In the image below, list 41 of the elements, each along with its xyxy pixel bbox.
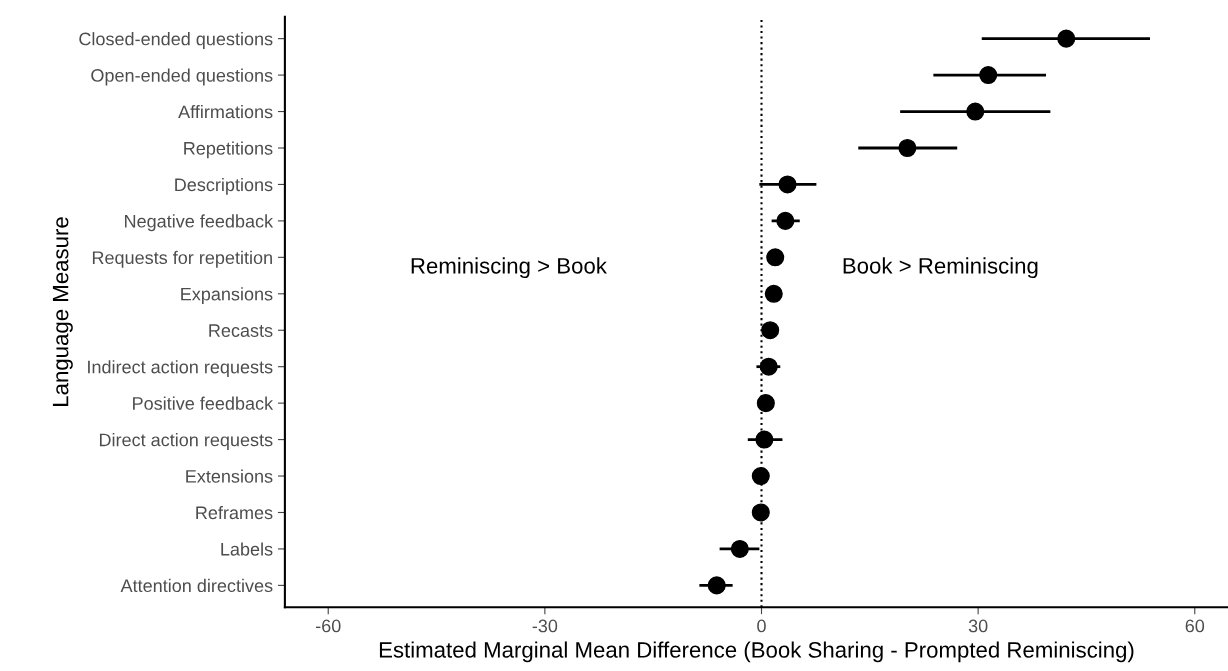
point: [751, 467, 770, 486]
point: [766, 248, 785, 267]
annotation: Book > Reminiscing: [843, 257, 1038, 279]
x-tick-label: -60: [315, 619, 341, 633]
y-tick-label: Closed-ended questions: [79, 32, 273, 49]
point: [966, 102, 985, 121]
x-axis-title: Estimated Marginal Mean Difference (Book Sharing - Prompted Reminiscing): [379, 641, 1134, 663]
point: [776, 211, 795, 230]
y-tick-label: Labels: [221, 542, 273, 556]
point: [761, 321, 780, 340]
x-tick-label: -30: [532, 619, 558, 633]
point: [707, 576, 726, 595]
y-tick-label: Expansions: [181, 287, 273, 305]
x-tick-label: 30: [968, 619, 988, 633]
point: [755, 430, 774, 449]
y-tick-label: Extensions: [186, 469, 273, 483]
point: [1057, 29, 1076, 48]
y-tick-label: Reframes: [196, 505, 273, 520]
point: [778, 175, 797, 194]
y-tick-label: Descriptions: [175, 177, 273, 195]
point: [730, 539, 749, 558]
y-tick-label: Requests for repetition: [92, 250, 272, 268]
point: [979, 66, 998, 85]
point: [751, 503, 770, 522]
y-tick-label: Negative feedback: [125, 214, 274, 232]
annotation: Reminiscing > Book: [411, 257, 607, 279]
y-tick-label: Affirmations: [178, 105, 273, 119]
x-tick-label: 0: [757, 619, 766, 633]
y-tick-label: Attention directives: [120, 578, 273, 593]
point: [756, 394, 775, 413]
x-tick-label: 60: [1185, 619, 1205, 633]
y-tick-label: Direct action requests: [99, 433, 273, 450]
point: [759, 357, 778, 376]
y-axis-title: Language Measure: [52, 217, 73, 406]
y-tick-label: Positive feedback: [133, 396, 274, 410]
point: [764, 284, 783, 303]
y-tick-label: Open-ended questions: [91, 68, 273, 86]
y-tick-label: Indirect action requests: [88, 360, 273, 377]
y-tick-label: Recasts: [209, 324, 273, 337]
y-tick-label: Repetitions: [184, 141, 273, 159]
point: [898, 138, 917, 158]
